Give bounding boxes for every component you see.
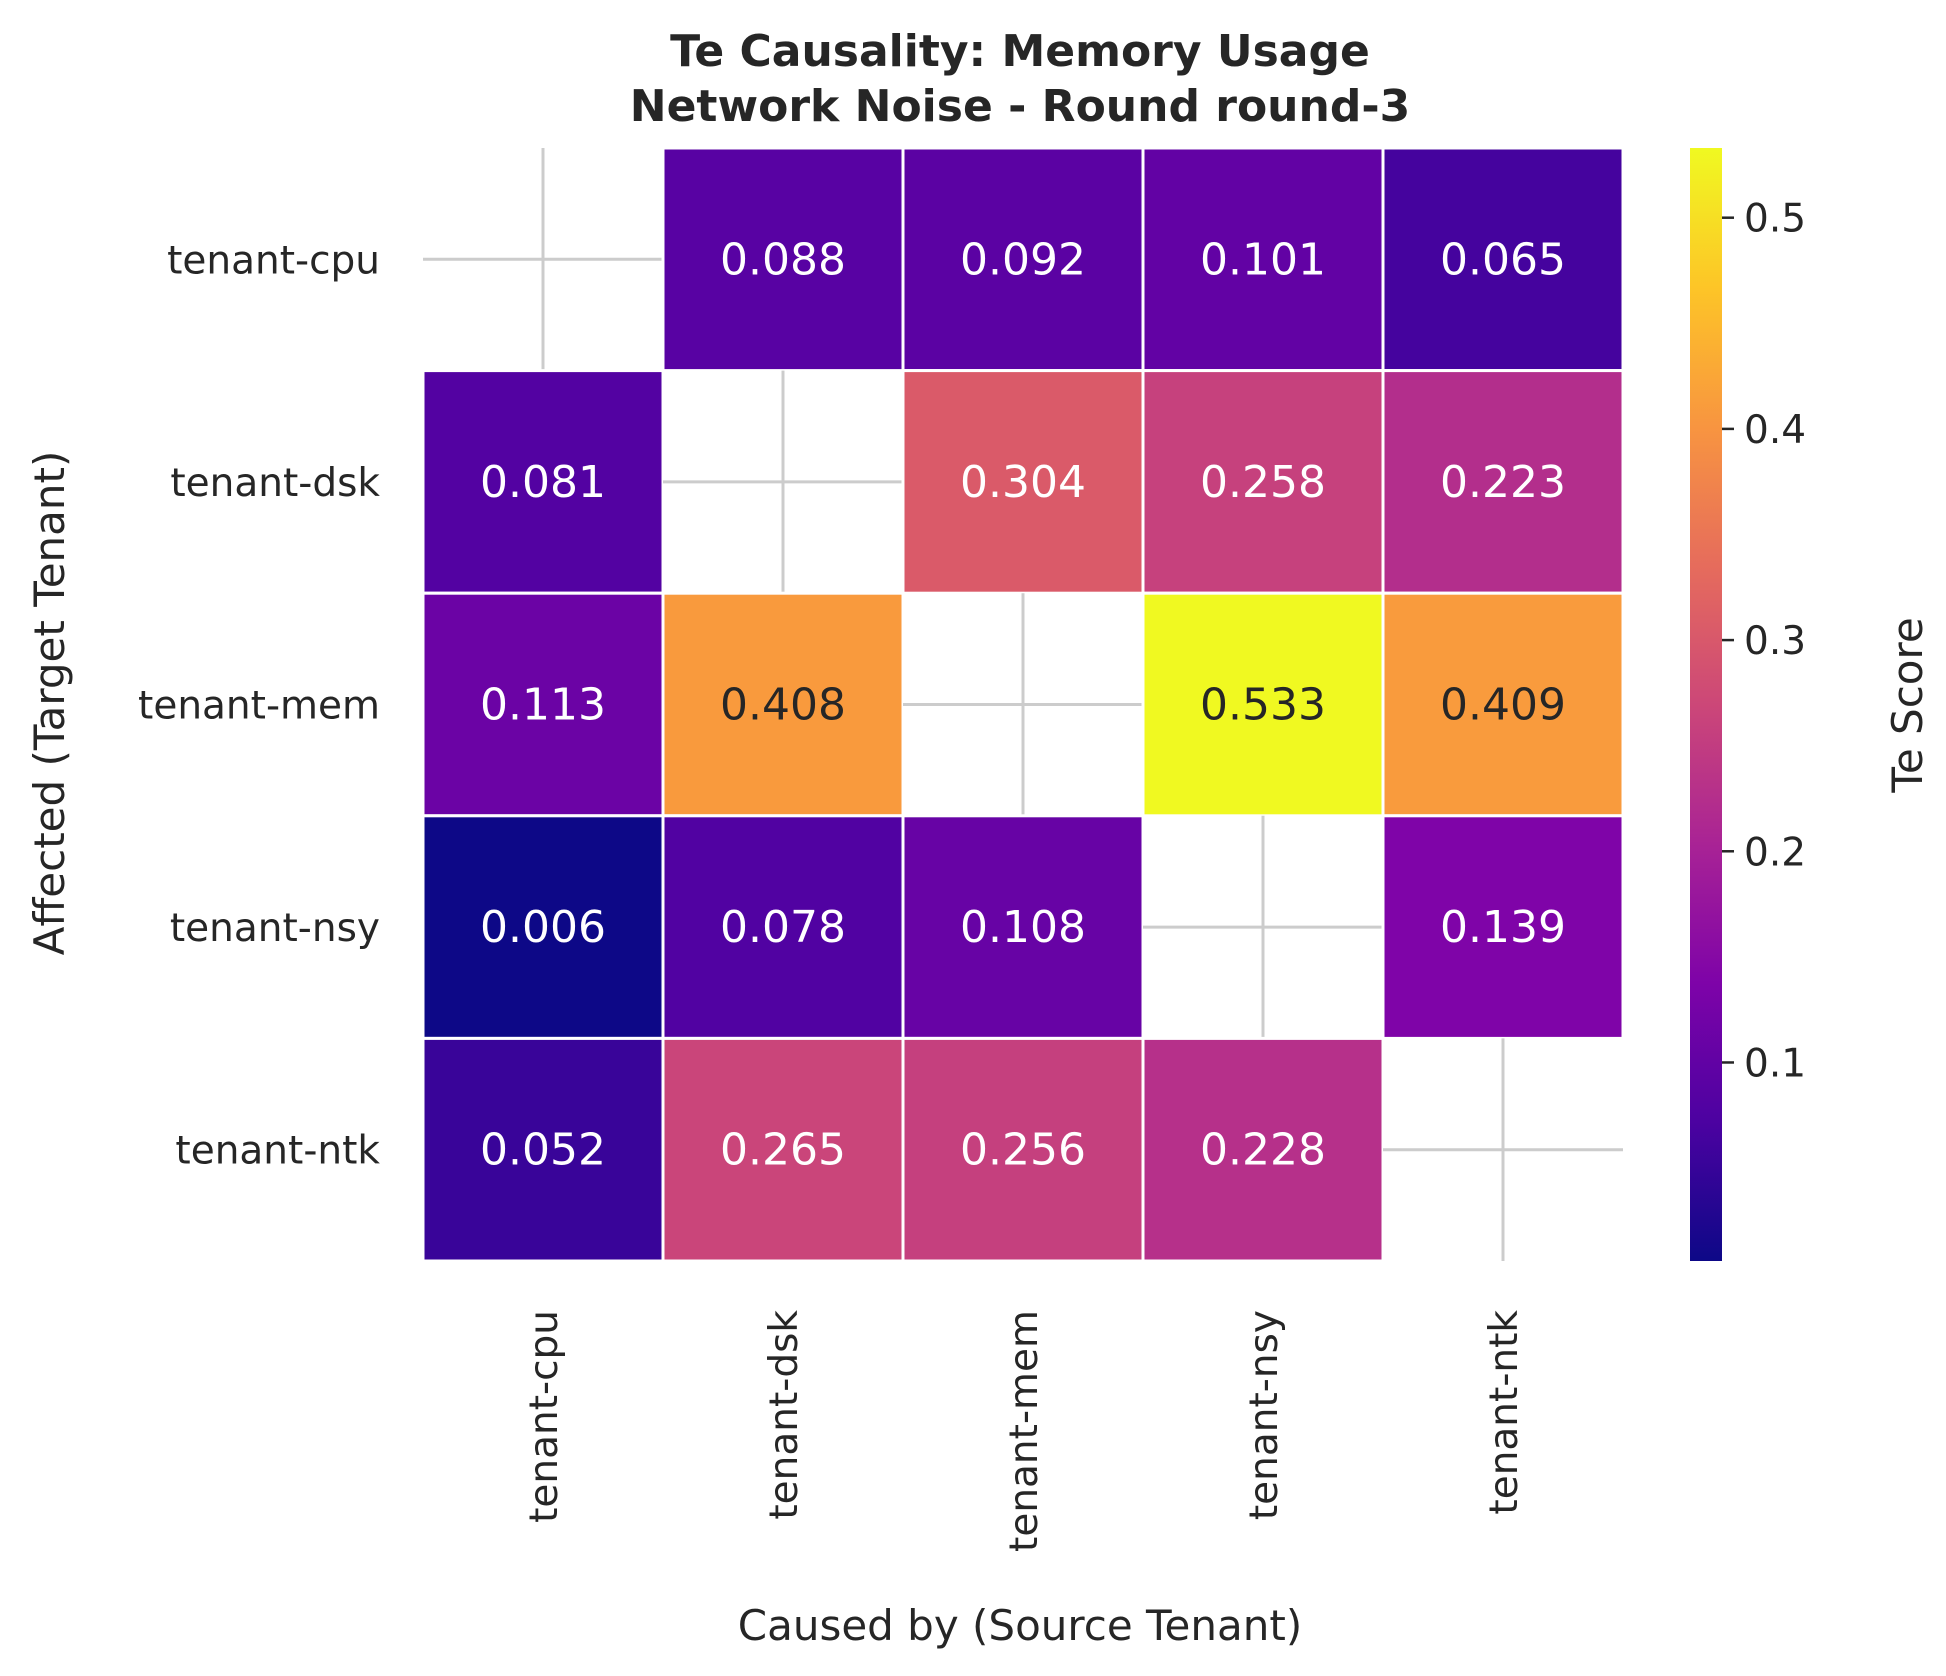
- cell-value-label: 0.265: [720, 1125, 846, 1176]
- cell-value-label: 0.078: [720, 902, 846, 953]
- heatmap-cell: [1381, 591, 1625, 818]
- heatmap-cell: [421, 814, 665, 1040]
- cell-value-label: 0.108: [960, 902, 1086, 953]
- chart-title-line2: Network Noise - Round round-3: [630, 81, 1410, 132]
- y-tick-label: tenant-dsk: [170, 461, 380, 506]
- cell-value-label: 0.408: [720, 680, 846, 731]
- heatmap-cell: [1381, 814, 1625, 1040]
- cell-value-label: 0.304: [960, 457, 1086, 508]
- y-tick-label: tenant-cpu: [167, 238, 380, 283]
- cell-value-label: 0.258: [1200, 457, 1326, 508]
- x-tick-label: tenant-ntk: [1482, 1310, 1527, 1515]
- heatmap-cell: [1381, 146, 1625, 373]
- heatmap-cell: [661, 814, 905, 1040]
- cell-value-label: 0.113: [480, 680, 606, 731]
- cell-value-label: 0.088: [720, 234, 846, 285]
- x-tick-label: tenant-cpu: [522, 1310, 567, 1523]
- cell-value-label: 0.256: [960, 1125, 1086, 1176]
- colorbar-tick-label: 0.4: [1744, 408, 1806, 453]
- heatmap-cell: [901, 369, 1145, 595]
- y-axis-label: Affected (Target Tenant): [25, 451, 74, 956]
- cell-value-label: 0.228: [1200, 1125, 1326, 1176]
- cell-value-label: 0.223: [1440, 457, 1566, 508]
- colorbar-tick-label: 0.3: [1744, 619, 1806, 664]
- chart-title-line1: Te Causality: Memory Usage: [670, 26, 1370, 77]
- cell-value-label: 0.409: [1440, 680, 1566, 731]
- x-tick-label: tenant-dsk: [762, 1310, 807, 1520]
- x-tick-label: tenant-mem: [1002, 1310, 1047, 1552]
- heatmap-cells: 0.088 0.092 0.101 0.065 0.081 0.304 0.258 0.223…: [421, 146, 1625, 1263]
- heatmap-cell: [421, 591, 665, 818]
- y-tick-labels: tenant-cpu tenant-dsk tenant-mem tenant-nsy…: [138, 238, 380, 1173]
- cell-value-label: 0.092: [960, 234, 1086, 285]
- colorbar-tick-label: 0.5: [1744, 197, 1806, 242]
- colorbar-tick-label: 0.2: [1744, 830, 1806, 875]
- heatmap-cell: [901, 1036, 1145, 1263]
- heatmap-cell: [1141, 146, 1385, 373]
- colorbar-tick-label: 0.1: [1744, 1041, 1806, 1086]
- y-tick-label: tenant-nsy: [170, 906, 380, 951]
- x-axis-label: Caused by (Source Tenant): [738, 1601, 1302, 1650]
- cell-value-label: 0.139: [1440, 902, 1566, 953]
- y-tick-label: tenant-mem: [138, 684, 380, 729]
- cell-value-label: 0.052: [480, 1125, 606, 1176]
- heatmap-cell: [1141, 591, 1385, 818]
- x-tick-labels: tenant-cpu tenant-dsk tenant-mem tenant-nsy…: [522, 1310, 1527, 1552]
- y-tick-label: tenant-ntk: [175, 1129, 380, 1174]
- cell-value-label: 0.006: [480, 902, 606, 953]
- heatmap-cell: [661, 1036, 905, 1263]
- cell-value-label: 0.533: [1200, 680, 1326, 731]
- cell-value-label: 0.065: [1440, 234, 1566, 285]
- colorbar: [1690, 148, 1722, 1261]
- heatmap-cell: [1141, 1036, 1385, 1263]
- cell-value-label: 0.101: [1200, 234, 1326, 285]
- heatmap-cell: [901, 146, 1145, 373]
- colorbar-ticks: 0.1 0.2 0.3 0.4 0.5: [1722, 197, 1806, 1086]
- heatmap-cell: [1381, 369, 1625, 595]
- heatmap-cell: [661, 146, 905, 373]
- heatmap-cell: [421, 1036, 665, 1263]
- x-tick-label: tenant-nsy: [1242, 1310, 1287, 1520]
- cell-value-label: 0.081: [480, 457, 606, 508]
- heatmap-cell: [661, 591, 905, 818]
- colorbar-label: Te Score: [1883, 617, 1932, 793]
